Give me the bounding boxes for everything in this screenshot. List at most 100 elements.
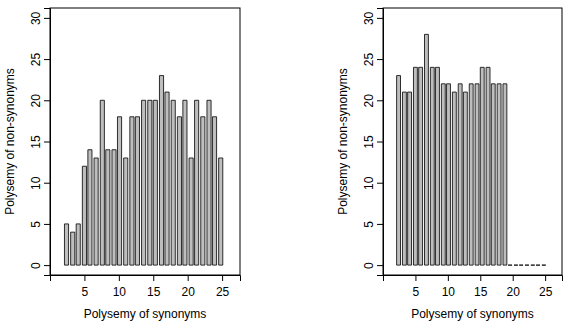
y-tick-label: 30 bbox=[362, 11, 376, 25]
y-tick-mark bbox=[377, 224, 383, 225]
x-tick: 5 bbox=[413, 275, 420, 299]
y-axis-title: Polysemy of non-synonyms bbox=[336, 68, 350, 215]
x-tick: 10 bbox=[442, 275, 456, 299]
bar bbox=[480, 67, 484, 265]
bar bbox=[124, 158, 128, 265]
bar bbox=[177, 117, 181, 265]
y-tick-label: 25 bbox=[362, 53, 376, 67]
bar bbox=[514, 265, 518, 266]
bar bbox=[76, 224, 80, 265]
bar bbox=[82, 166, 86, 265]
y-tick: 5 bbox=[29, 221, 50, 228]
x-tick-mark bbox=[545, 275, 546, 281]
bar bbox=[171, 100, 175, 265]
bar bbox=[531, 265, 535, 266]
bar bbox=[436, 67, 440, 265]
plot-frame bbox=[50, 8, 240, 275]
x-tick-mark bbox=[448, 275, 449, 281]
y-tick-label: 15 bbox=[29, 135, 43, 149]
y-tick-mark bbox=[44, 59, 50, 60]
bar bbox=[88, 150, 92, 265]
bar bbox=[542, 265, 546, 266]
x-tick-label: 25 bbox=[539, 285, 553, 299]
bar bbox=[441, 84, 445, 265]
y-tick-mark bbox=[44, 142, 50, 143]
y-tick-label: 5 bbox=[362, 221, 376, 228]
x-tick-label: 15 bbox=[147, 285, 161, 299]
bar bbox=[71, 232, 75, 265]
x-tick-label: 20 bbox=[507, 285, 521, 299]
bar bbox=[519, 265, 523, 266]
bar bbox=[130, 117, 134, 265]
bar bbox=[452, 92, 456, 265]
y-tick-label: 10 bbox=[29, 176, 43, 190]
bar bbox=[503, 84, 507, 265]
bar bbox=[408, 92, 412, 265]
bar bbox=[201, 117, 205, 265]
y-tick-label: 25 bbox=[29, 53, 43, 67]
x-tick-mark bbox=[119, 275, 120, 281]
x-tick: 20 bbox=[507, 275, 521, 299]
bar bbox=[212, 117, 216, 265]
y-tick-label: 20 bbox=[362, 94, 376, 108]
x-axis: 510152025 bbox=[51, 275, 241, 299]
x-axis-line bbox=[51, 276, 241, 282]
x-tick-mark bbox=[84, 275, 85, 281]
bar bbox=[497, 84, 501, 265]
y-tick-mark bbox=[44, 224, 50, 225]
bar bbox=[207, 100, 211, 265]
x-tick-label: 5 bbox=[413, 285, 420, 299]
bar bbox=[135, 117, 139, 265]
x-tick-label: 10 bbox=[113, 285, 127, 299]
x-tick-label: 20 bbox=[182, 285, 196, 299]
bar bbox=[463, 92, 467, 265]
y-tick: 20 bbox=[29, 94, 50, 108]
panel: 510152025051015202530Polysemy of synonym… bbox=[3, 8, 241, 321]
x-axis: 510152025 bbox=[384, 275, 563, 299]
bars bbox=[397, 34, 546, 265]
y-tick-mark bbox=[44, 183, 50, 184]
y-tick: 0 bbox=[362, 262, 383, 269]
y-axis: 051015202530 bbox=[29, 9, 51, 276]
bar bbox=[189, 158, 193, 265]
bar bbox=[64, 224, 68, 265]
y-tick: 25 bbox=[362, 53, 383, 67]
y-axis-title: Polysemy of non-synonyms bbox=[3, 68, 17, 215]
bar bbox=[165, 92, 169, 265]
y-axis-line bbox=[44, 9, 51, 276]
y-tick-mark bbox=[44, 100, 50, 101]
x-tick-mark bbox=[415, 275, 416, 281]
y-tick-label: 15 bbox=[362, 135, 376, 149]
y-tick: 15 bbox=[362, 135, 383, 149]
y-tick-label: 30 bbox=[29, 11, 43, 25]
y-tick-mark bbox=[44, 265, 50, 266]
bar bbox=[447, 84, 451, 265]
x-tick: 25 bbox=[539, 275, 553, 299]
y-tick-mark bbox=[377, 183, 383, 184]
bar bbox=[148, 100, 152, 265]
y-tick: 30 bbox=[362, 11, 383, 25]
bar bbox=[430, 67, 434, 265]
y-tick: 5 bbox=[362, 221, 383, 228]
bar bbox=[508, 265, 512, 266]
bar bbox=[397, 76, 401, 266]
bar bbox=[117, 117, 121, 265]
x-tick: 25 bbox=[216, 275, 230, 299]
bar bbox=[419, 67, 423, 265]
bar bbox=[142, 100, 146, 265]
y-tick: 25 bbox=[29, 53, 50, 67]
x-tick: 20 bbox=[182, 275, 196, 299]
y-tick: 20 bbox=[362, 94, 383, 108]
bar bbox=[195, 100, 199, 265]
bar bbox=[525, 265, 529, 266]
x-tick-mark bbox=[222, 275, 223, 281]
bar bbox=[153, 100, 157, 265]
y-tick-label: 20 bbox=[29, 94, 43, 108]
y-tick-mark bbox=[377, 100, 383, 101]
x-tick-mark bbox=[480, 275, 481, 281]
bar bbox=[425, 34, 429, 265]
bar bbox=[469, 84, 473, 265]
x-tick-label: 10 bbox=[442, 285, 456, 299]
y-tick-mark bbox=[44, 18, 50, 19]
y-tick-mark bbox=[377, 18, 383, 19]
